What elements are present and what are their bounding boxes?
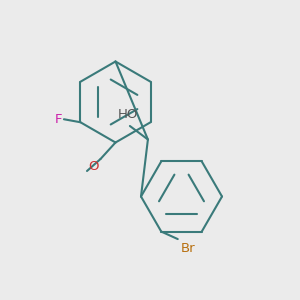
Text: O: O bbox=[88, 160, 99, 173]
Text: F: F bbox=[55, 113, 62, 126]
Text: Br: Br bbox=[181, 242, 195, 255]
Text: HO: HO bbox=[118, 109, 139, 122]
